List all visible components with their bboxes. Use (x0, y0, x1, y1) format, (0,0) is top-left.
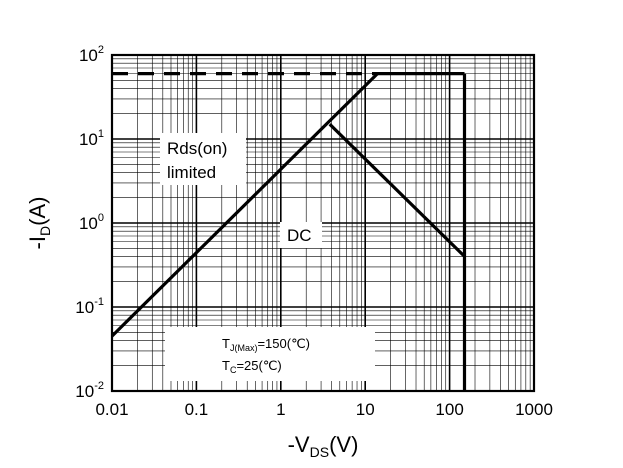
x-tick-label: 1 (276, 400, 285, 419)
x-axis-title-suffix: (V) (329, 432, 358, 457)
y-axis-title-suffix: (A) (25, 197, 50, 226)
y-axis-title-prefix: -I (25, 236, 50, 249)
tc-condition: TC=25(℃) (222, 358, 282, 375)
rds-label-line1: Rds(on) (167, 139, 227, 158)
y-axis-title-sub: D (37, 226, 53, 236)
x-axis-title-prefix: -V (288, 432, 310, 457)
series-rds-on-limited (110, 72, 379, 338)
x-tick-label: 100 (435, 400, 463, 419)
x-tick-label: 1000 (515, 400, 553, 419)
rds-label-line2: limited (167, 163, 216, 182)
tc-suffix: =25(℃) (236, 358, 281, 373)
y-tick-label: 10-1 (75, 296, 104, 317)
x-axis-title-sub: DS (310, 444, 329, 460)
tj-condition: TJ(Max)=150(℃) (222, 336, 310, 353)
y-tick-label: 101 (79, 128, 104, 149)
x-axis-title: -VDS(V) (288, 432, 359, 460)
tc-sub: C (230, 365, 237, 375)
y-tick-labels: 10-2 10-1 100 101 102 (75, 44, 104, 401)
x-tick-label: 10 (356, 400, 375, 419)
plot-frame (110, 53, 536, 393)
rds-label-background (160, 133, 246, 185)
tc-prefix: T (222, 358, 230, 373)
y-tick-label: 100 (79, 212, 104, 233)
series-dc (328, 123, 466, 258)
tj-prefix: T (222, 336, 230, 351)
x-tick-label: 0.01 (95, 400, 128, 419)
y-axis-title: -ID(A) (25, 197, 53, 250)
series-group (110, 71, 467, 391)
conditions-box (165, 327, 375, 381)
y-tick-label: 102 (79, 44, 104, 65)
dc-label: DC (287, 226, 312, 245)
tj-suffix: =150(℃) (257, 336, 310, 351)
tj-sub: J(Max) (230, 343, 258, 353)
x-tick-label: 0.1 (185, 400, 209, 419)
x-tick-labels: 0.01 0.1 1 10 100 1000 (95, 400, 552, 419)
dc-label-background (280, 222, 322, 248)
y-tick-label: 10-2 (75, 380, 104, 401)
